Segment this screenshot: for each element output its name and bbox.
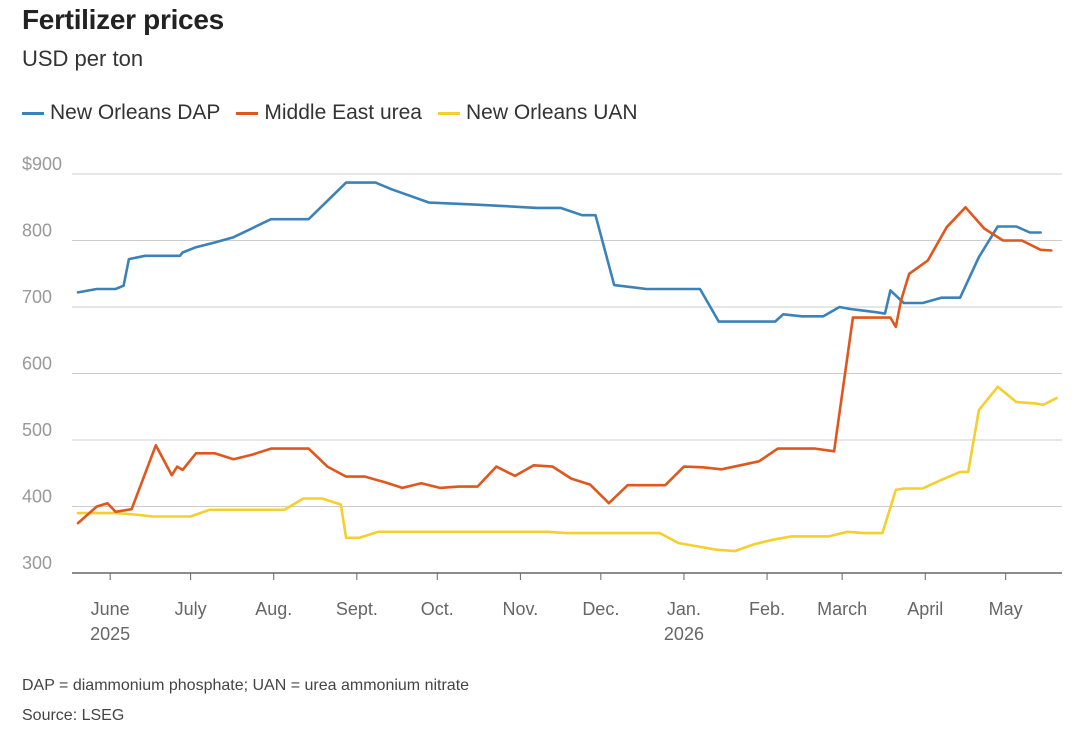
y-tick-label: $900 bbox=[22, 154, 62, 174]
series-line-dap bbox=[76, 181, 1042, 323]
x-tick-label: Nov. bbox=[503, 599, 539, 619]
y-tick-label: 700 bbox=[22, 287, 52, 307]
legend-swatch-dap bbox=[22, 111, 44, 115]
y-tick-label: 500 bbox=[22, 420, 52, 440]
series-line-urea bbox=[76, 206, 1053, 525]
x-tick-label: Feb. bbox=[749, 599, 785, 619]
x-tick-label: Sept. bbox=[336, 599, 378, 619]
x-tick-year-label: 2025 bbox=[90, 624, 130, 644]
legend-item-dap: New Orleans DAP bbox=[22, 101, 220, 125]
x-tick-year-label: 2026 bbox=[664, 624, 704, 644]
y-tick-label: 400 bbox=[22, 487, 52, 507]
legend-label-urea: Middle East urea bbox=[264, 101, 422, 124]
footnote: DAP = diammonium phosphate; UAN = urea a… bbox=[22, 677, 470, 694]
y-tick-label: 600 bbox=[22, 354, 52, 374]
legend-item-urea: Middle East urea bbox=[236, 101, 422, 125]
x-tick-label: June bbox=[91, 599, 130, 619]
chart-subtitle: USD per ton bbox=[22, 46, 144, 71]
x-tick-label: Jan. bbox=[667, 599, 701, 619]
x-tick-label: Oct. bbox=[421, 599, 454, 619]
x-tick-label: April bbox=[907, 599, 943, 619]
series-line-uan bbox=[76, 385, 1058, 553]
x-tick-label: March bbox=[817, 599, 867, 619]
legend-label-uan: New Orleans UAN bbox=[465, 101, 638, 124]
source-note: Source: LSEG bbox=[22, 707, 125, 724]
legend-item-uan: New Orleans UAN bbox=[437, 101, 638, 125]
chart-legend: New Orleans DAP Middle East urea New Orl… bbox=[22, 101, 654, 125]
chart-title: Fertilizer prices bbox=[22, 4, 224, 35]
y-tick-label: 800 bbox=[22, 221, 52, 241]
y-tick-label: 300 bbox=[22, 553, 52, 573]
x-tick-label: May bbox=[989, 599, 1023, 619]
legend-label-dap: New Orleans DAP bbox=[50, 101, 221, 124]
x-tick-label: July bbox=[175, 599, 207, 619]
x-tick-label: Dec. bbox=[582, 599, 619, 619]
legend-swatch-uan bbox=[437, 111, 460, 115]
x-tick-label: Aug. bbox=[255, 599, 292, 619]
legend-swatch-urea bbox=[236, 111, 259, 115]
